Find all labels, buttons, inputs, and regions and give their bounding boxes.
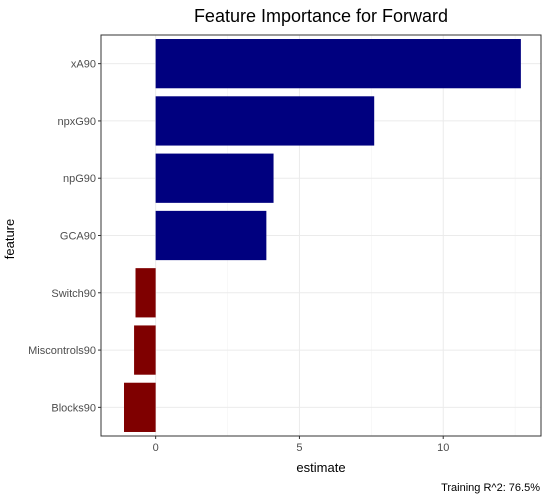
y-tick-label: npG90 bbox=[63, 173, 96, 185]
x-tick-labels: 0 5 10 bbox=[153, 436, 449, 454]
bar-switch90 bbox=[135, 268, 156, 318]
bar-npg90 bbox=[155, 153, 274, 203]
x-axis-title: estimate bbox=[296, 460, 345, 475]
chart-caption: Training R^2: 76.5% bbox=[441, 482, 540, 494]
y-tick-label: Blocks90 bbox=[51, 402, 96, 414]
y-tick-label: npxG90 bbox=[57, 116, 96, 128]
y-tick-label: xA90 bbox=[71, 59, 96, 71]
x-tick-label: 10 bbox=[437, 442, 449, 454]
bar-npxg90 bbox=[155, 96, 375, 146]
bar-layer bbox=[124, 39, 521, 432]
y-tick-label: Miscontrols90 bbox=[28, 345, 96, 357]
y-axis-title: feature bbox=[2, 219, 17, 259]
y-tick-label: GCA90 bbox=[60, 231, 96, 243]
x-tick-label: 5 bbox=[296, 442, 302, 454]
bar-xa90 bbox=[155, 39, 521, 89]
chart-title: Feature Importance for Forward bbox=[194, 6, 448, 26]
bar-gca90 bbox=[155, 210, 267, 261]
bar-miscontrols90 bbox=[134, 325, 156, 375]
y-tick-labels: xA90 npxG90 npG90 GCA90 Switch90 Miscontrols9… bbox=[28, 59, 101, 414]
x-tick-label: 0 bbox=[153, 442, 159, 454]
y-tick-label: Switch90 bbox=[51, 288, 96, 300]
bar-blocks90 bbox=[124, 382, 156, 432]
